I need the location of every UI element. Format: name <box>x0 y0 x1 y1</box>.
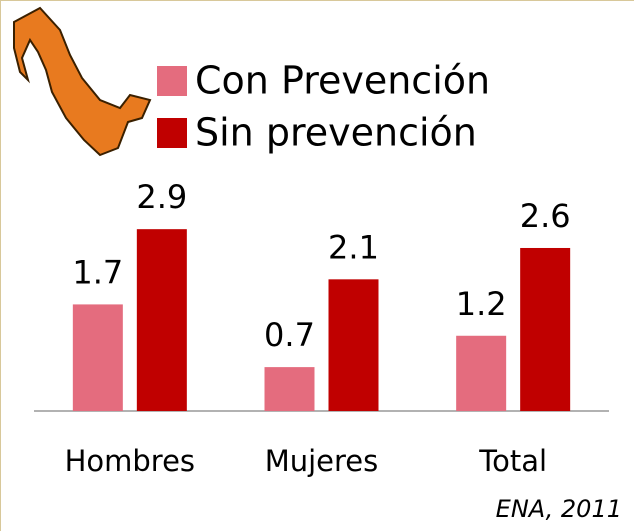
bar <box>456 335 507 411</box>
source-note: ENA, 2011 <box>496 495 622 523</box>
data-label: 2.6 <box>520 197 571 235</box>
legend-swatch <box>157 66 187 96</box>
bar <box>264 367 315 411</box>
data-label: 1.7 <box>72 253 123 291</box>
bar <box>328 279 379 411</box>
map-icon <box>13 6 152 157</box>
data-label: 0.7 <box>264 316 315 354</box>
legend-label: Sin prevención <box>195 111 477 155</box>
x-tick-label: Total <box>478 444 547 478</box>
bar <box>520 247 571 411</box>
data-label: 2.9 <box>136 178 187 216</box>
x-tick-label: Hombres <box>65 444 195 478</box>
x-tick-label: Mujeres <box>265 444 379 478</box>
bar <box>72 304 123 411</box>
bar <box>136 229 187 411</box>
legend-swatch <box>157 118 187 148</box>
data-label: 2.1 <box>328 228 379 266</box>
legend-label: Con Prevención <box>195 59 490 103</box>
data-label: 1.2 <box>456 285 507 323</box>
